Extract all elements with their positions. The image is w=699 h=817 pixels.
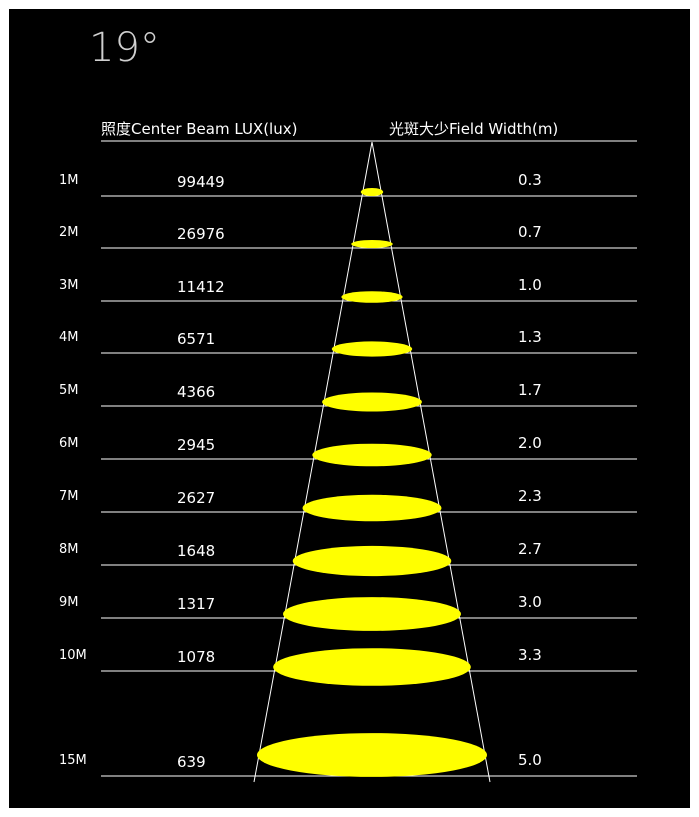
light-spot xyxy=(312,443,432,467)
field-width-value: 2.0 xyxy=(518,434,542,452)
light-spot xyxy=(360,188,384,196)
beam-diagram: 19° 照度Center Beam LUX(lux) 光斑大少Field Wid… xyxy=(9,9,690,808)
lux-value: 1317 xyxy=(177,595,215,613)
lux-value: 26976 xyxy=(177,225,225,243)
light-spot xyxy=(331,341,413,357)
distance-label: 10M xyxy=(59,648,87,663)
lux-value: 2627 xyxy=(177,489,215,507)
field-width-value: 3.3 xyxy=(518,646,542,664)
distance-label: 7M xyxy=(59,489,79,504)
light-spot xyxy=(341,291,403,303)
field-width-value: 1.7 xyxy=(518,381,542,399)
distance-label: 2M xyxy=(59,225,79,240)
distance-label: 3M xyxy=(59,278,79,293)
field-width-value: 0.3 xyxy=(518,171,542,189)
lux-value: 1078 xyxy=(177,648,215,666)
distance-label: 6M xyxy=(59,436,79,451)
beam-diagram-svg: 19° 照度Center Beam LUX(lux) 光斑大少Field Wid… xyxy=(59,25,637,783)
cone-right-edge xyxy=(371,141,491,783)
field-width-value: 0.7 xyxy=(518,223,542,241)
light-spot xyxy=(273,648,471,686)
light-cone xyxy=(253,141,491,783)
lux-value: 11412 xyxy=(177,278,225,296)
field-width-value: 2.3 xyxy=(518,487,542,505)
rows-layer: 1M 99449 0.3 2M 26976 0.7 3M 11412 1.0 4M 6571 1.3 5… xyxy=(59,171,637,777)
light-spot xyxy=(351,240,393,248)
beam-angle-title: 19° xyxy=(89,25,160,71)
distance-label: 1M xyxy=(59,173,79,188)
light-spot xyxy=(257,733,487,777)
lux-value: 2945 xyxy=(177,436,215,454)
field-width-value: 3.0 xyxy=(518,593,542,611)
light-spot xyxy=(322,392,422,412)
lux-value: 639 xyxy=(177,753,206,771)
lux-value: 6571 xyxy=(177,330,215,348)
field-width-value: 1.0 xyxy=(518,276,542,294)
distance-label: 5M xyxy=(59,383,79,398)
distance-label: 4M xyxy=(59,330,79,345)
cone-left-edge xyxy=(253,141,373,783)
light-spot xyxy=(302,494,442,522)
lux-value: 4366 xyxy=(177,383,215,401)
field-width-value: 5.0 xyxy=(518,751,542,769)
distance-label: 15M xyxy=(59,753,87,768)
lux-value: 1648 xyxy=(177,542,215,560)
light-spot xyxy=(292,545,452,577)
field-width-value: 2.7 xyxy=(518,540,542,558)
field-width-value: 1.3 xyxy=(518,328,542,346)
lux-value: 99449 xyxy=(177,173,225,191)
distance-label: 8M xyxy=(59,542,79,557)
lux-column-header: 照度Center Beam LUX(lux) xyxy=(101,120,297,138)
distance-label: 9M xyxy=(59,595,79,610)
width-column-header: 光斑大少Field Width(m) xyxy=(389,120,558,138)
light-spot xyxy=(283,597,461,631)
